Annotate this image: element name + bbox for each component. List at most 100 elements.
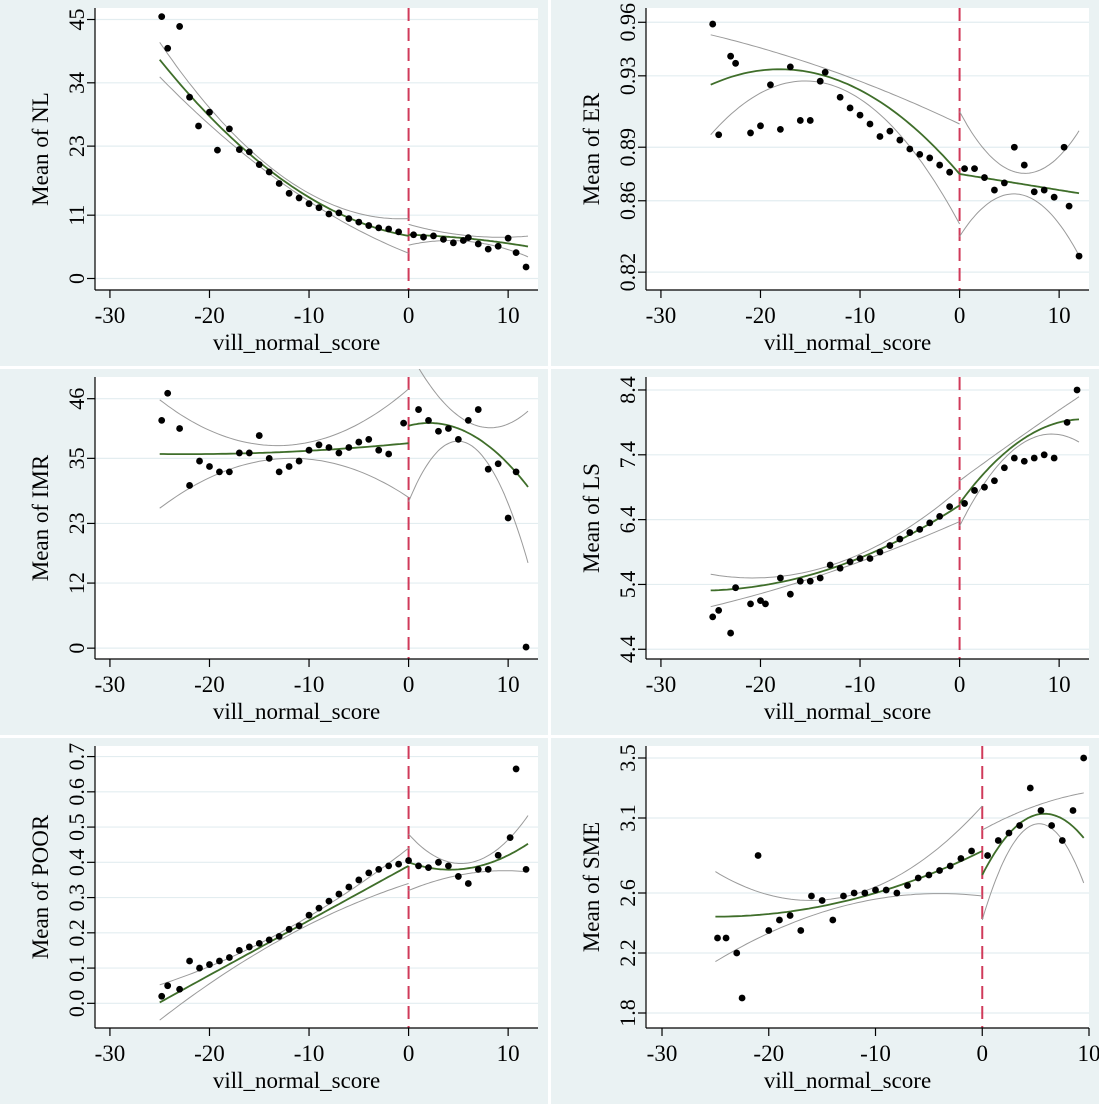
data-point <box>856 111 864 119</box>
data-point <box>765 927 773 934</box>
data-point <box>866 120 874 128</box>
data-point <box>861 889 869 897</box>
x-tick-label: -20 <box>194 672 225 697</box>
data-point <box>195 122 202 130</box>
data-point <box>991 186 998 194</box>
data-point <box>315 441 323 449</box>
y-axis-title: Mean of NL <box>28 92 53 206</box>
x-tick-label: -30 <box>95 303 126 328</box>
data-point <box>1026 784 1034 792</box>
data-point <box>1020 161 1028 169</box>
data-point <box>464 234 472 242</box>
data-point <box>757 597 764 605</box>
gridlines <box>646 389 1089 650</box>
data-point <box>796 577 804 585</box>
data-point <box>808 892 815 900</box>
x-tick-label: 10 <box>1048 672 1071 697</box>
data-point <box>474 865 482 873</box>
data-point <box>715 606 723 614</box>
data-point <box>1069 807 1077 814</box>
data-point <box>709 20 717 28</box>
data-point <box>818 897 826 904</box>
panel-nl: -30 -20 -10 0 10 0 11 23 34 45 vill_normal_score Me… <box>0 0 548 366</box>
data-point <box>206 463 213 470</box>
data-point <box>176 425 184 432</box>
data-point <box>926 519 934 527</box>
y-tick-label: 23 <box>64 135 89 157</box>
data-point <box>355 218 363 226</box>
x-tick-label: 0 <box>403 1041 415 1066</box>
data-point <box>265 168 273 176</box>
data-point <box>896 535 904 543</box>
ci-lower-right <box>981 823 1085 921</box>
data-point <box>738 994 746 1002</box>
data-point <box>981 483 988 491</box>
data-point <box>216 957 223 965</box>
data-point <box>946 503 954 511</box>
data-point <box>214 146 221 154</box>
data-point <box>435 427 442 435</box>
ci-upper-left <box>715 805 983 901</box>
data-point <box>255 940 263 947</box>
data-point <box>285 925 293 933</box>
data-point <box>522 643 530 651</box>
x-tick-label: -20 <box>745 303 776 328</box>
data-point <box>355 876 363 884</box>
data-point <box>365 222 373 229</box>
data-point <box>916 525 924 533</box>
data-point <box>926 154 934 162</box>
data-point <box>821 68 829 76</box>
chart-ls: -30 -20 -10 0 10 4.4 5.4 6.4 7.4 8.4 vill_normal_s… <box>551 369 1099 735</box>
data-point <box>365 869 373 877</box>
data-point <box>225 954 233 961</box>
y-tick-label: 0.5 <box>64 813 89 841</box>
gridlines <box>95 398 538 649</box>
panel-imr: -30 -20 -10 0 10 0 12 23 35 46 vill_normal_score Me… <box>0 369 548 735</box>
data-point <box>305 200 313 208</box>
data-point <box>176 985 184 993</box>
data-point <box>176 23 184 30</box>
data-point <box>335 449 343 457</box>
data-point <box>957 855 965 862</box>
y-tick-label: 45 <box>64 9 89 31</box>
ci-upper-right <box>959 396 1080 482</box>
data-point <box>1030 454 1038 462</box>
data-point <box>216 468 223 476</box>
x-tick-label: -10 <box>845 303 876 328</box>
ci-upper-left <box>710 488 960 579</box>
data-point <box>906 145 914 153</box>
data-point <box>186 93 193 101</box>
data-point <box>494 242 502 250</box>
x-tick-label: -20 <box>753 1041 784 1066</box>
ci-upper-left <box>159 42 409 220</box>
x-tick-label: 10 <box>1048 303 1071 328</box>
data-point <box>395 228 403 236</box>
data-point <box>715 131 723 139</box>
data-point <box>826 561 834 569</box>
data-point <box>504 514 512 522</box>
data-point <box>345 215 353 223</box>
data-point <box>255 432 263 439</box>
data-point <box>991 477 998 485</box>
data-points <box>714 754 1088 1002</box>
y-tick-label: 46 <box>64 388 89 410</box>
data-point <box>722 934 730 942</box>
data-point <box>1050 193 1058 201</box>
data-point <box>767 81 774 89</box>
x-tick-label: -30 <box>95 1041 126 1066</box>
data-point <box>904 882 911 889</box>
data-point <box>829 916 837 924</box>
data-point <box>459 237 467 244</box>
data-point <box>385 225 393 233</box>
y-tick-label: 0.7 <box>64 743 89 771</box>
data-point <box>265 936 273 944</box>
y-tick-label: 5.4 <box>615 571 640 599</box>
y-tick-label: 12 <box>64 572 89 594</box>
ci-upper-right <box>959 111 1080 174</box>
ci-lower-left <box>159 76 409 254</box>
ci-lower-left <box>715 893 983 963</box>
y-tick-label: 35 <box>64 447 89 469</box>
data-point <box>512 765 520 773</box>
data-point <box>916 150 924 158</box>
plot-area <box>95 8 538 290</box>
